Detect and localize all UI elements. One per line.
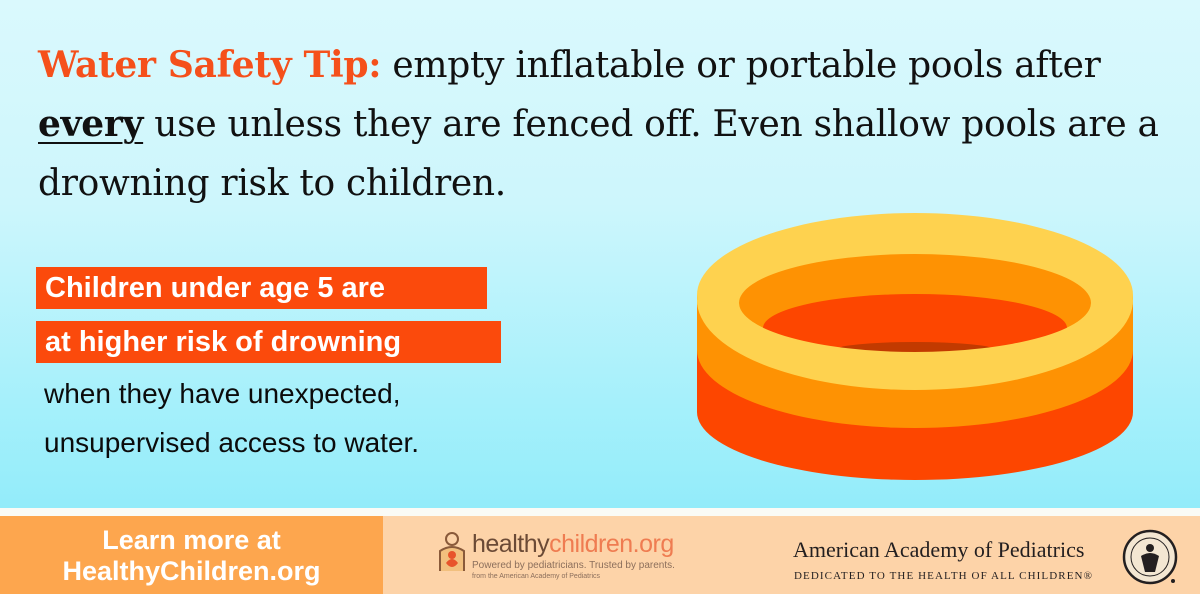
cta-line-1: Learn more at (102, 525, 281, 555)
aap-tagline: DEDICATED TO THE HEALTH OF ALL CHILDREN® (794, 570, 1094, 582)
divider-strip (0, 508, 1200, 516)
aap-seal-icon (1122, 529, 1178, 585)
healthychildren-logo: healthychildren.org Powered by pediatric… (436, 529, 696, 589)
tip-label: Water Safety Tip: (38, 44, 382, 86)
sub-line-2: unsupervised access to water. (44, 427, 420, 458)
footer: Learn more at HealthyChildren.org health… (0, 516, 1200, 594)
aap-name: American Academy of Pediatrics (793, 537, 1085, 562)
headline: Water Safety Tip: empty inflatable or po… (38, 36, 1178, 213)
headline-text-2: use unless they are fenced off. Even sha… (38, 104, 1159, 204)
emphasis-word: every (38, 103, 144, 145)
healthychildren-tagline: Powered by pediatricians. Trusted by par… (472, 560, 675, 571)
cta-line-2: HealthyChildren.org (62, 556, 321, 586)
highlight-line-2: at higher risk of drowning (36, 321, 501, 363)
family-icon (439, 532, 465, 571)
healthychildren-subtagline: from the American Academy of Pediatrics (472, 573, 600, 580)
highlight-line-1: Children under age 5 are (36, 267, 487, 309)
healthychildren-name: healthychildren.org (472, 530, 674, 558)
headline-text-1: empty inflatable or portable pools after (381, 45, 1101, 86)
sub-line-1: when they have unexpected, (44, 378, 401, 409)
inflatable-pool-illustration (697, 213, 1133, 480)
learn-more-link[interactable]: Learn more at HealthyChildren.org (0, 516, 383, 594)
aap-logo: American Academy of Pediatrics DEDICATED… (790, 529, 1190, 590)
